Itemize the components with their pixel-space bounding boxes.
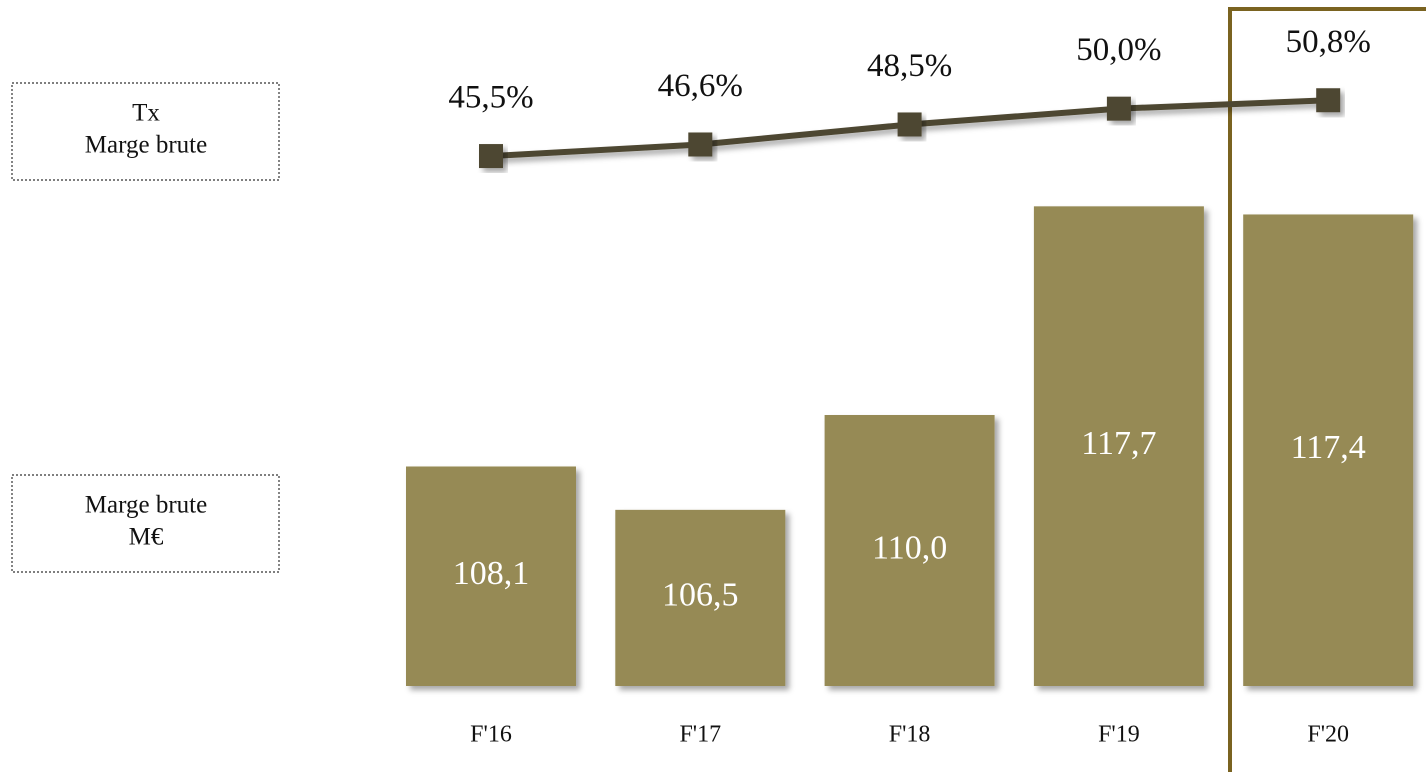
data-label: 48,5% [867,48,952,84]
annotation: M€ [129,524,164,551]
x-tick-label: F'17 [679,722,721,748]
annotation-box [11,474,280,573]
data-label: 108,1 [453,555,530,592]
annotation: Tx [132,100,160,127]
data-label: 106,5 [662,577,739,614]
x-tick-label: F'16 [470,722,512,748]
data-label: 50,8% [1286,24,1371,60]
marker [479,144,503,169]
data-label: 110,0 [872,529,947,566]
marker [688,132,713,157]
bar [406,466,576,686]
marker [1316,88,1341,113]
annotation-box [11,82,280,181]
bar [1033,206,1204,686]
highlight-box [1228,7,1426,772]
data-label: 50,0% [1076,32,1161,68]
annotation: Marge brute [85,132,207,159]
bar [824,415,995,686]
bar [1243,214,1414,686]
data-label: 117,4 [1291,429,1366,466]
marker [1106,96,1131,121]
marker [897,112,922,137]
x-tick-label: F'18 [889,722,931,748]
annotation: Marge brute [85,492,207,519]
data-label: 117,7 [1081,425,1156,462]
data-label: 45,5% [448,80,533,116]
x-tick-label: F'20 [1307,722,1349,748]
x-tick-label: F'19 [1098,722,1140,748]
bar [615,509,786,686]
data-label: 46,6% [658,68,743,104]
